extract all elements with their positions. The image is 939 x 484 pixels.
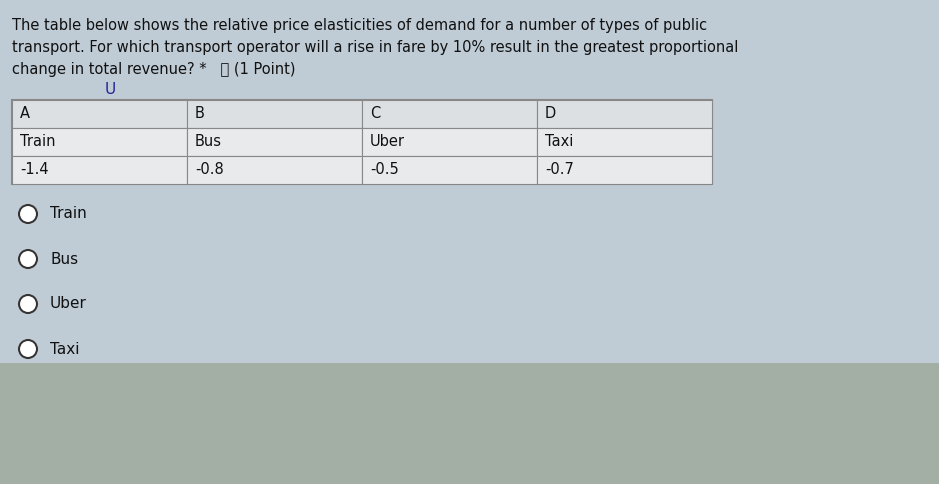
Text: A: A bbox=[20, 106, 30, 121]
Text: Bus: Bus bbox=[50, 252, 78, 267]
Bar bbox=[187, 156, 362, 184]
Circle shape bbox=[19, 295, 37, 313]
Text: B: B bbox=[195, 106, 205, 121]
Text: -0.5: -0.5 bbox=[370, 163, 399, 178]
Bar bbox=[187, 128, 362, 156]
Text: transport. For which transport operator will a rise in fare by 10% result in the: transport. For which transport operator … bbox=[12, 40, 738, 55]
Text: Taxi: Taxi bbox=[50, 342, 80, 357]
Bar bbox=[537, 128, 712, 156]
Text: Train: Train bbox=[20, 135, 55, 150]
Bar bbox=[362, 156, 537, 184]
Bar bbox=[537, 156, 712, 184]
Text: D: D bbox=[545, 106, 556, 121]
Text: -0.7: -0.7 bbox=[545, 163, 574, 178]
Text: Uber: Uber bbox=[50, 297, 87, 312]
Text: U: U bbox=[105, 82, 116, 97]
Text: Uber: Uber bbox=[370, 135, 405, 150]
Circle shape bbox=[19, 250, 37, 268]
Text: change in total revenue? *   ⧨ (1 Point): change in total revenue? * ⧨ (1 Point) bbox=[12, 62, 296, 77]
Bar bbox=[362, 100, 537, 128]
Text: -0.8: -0.8 bbox=[195, 163, 223, 178]
Text: Train: Train bbox=[50, 207, 86, 222]
Circle shape bbox=[19, 205, 37, 223]
Bar bbox=[537, 100, 712, 128]
Circle shape bbox=[19, 340, 37, 358]
Bar bbox=[0, 363, 939, 484]
Bar bbox=[362, 128, 537, 156]
Bar bbox=[12, 128, 187, 156]
Bar bbox=[12, 156, 187, 184]
Text: The table below shows the relative price elasticities of demand for a number of : The table below shows the relative price… bbox=[12, 18, 707, 33]
Bar bbox=[12, 100, 712, 184]
Text: Bus: Bus bbox=[195, 135, 222, 150]
Text: C: C bbox=[370, 106, 380, 121]
Text: Taxi: Taxi bbox=[545, 135, 574, 150]
Bar bbox=[187, 100, 362, 128]
Text: -1.4: -1.4 bbox=[20, 163, 49, 178]
Bar bbox=[12, 100, 187, 128]
Bar bbox=[0, 0, 939, 363]
